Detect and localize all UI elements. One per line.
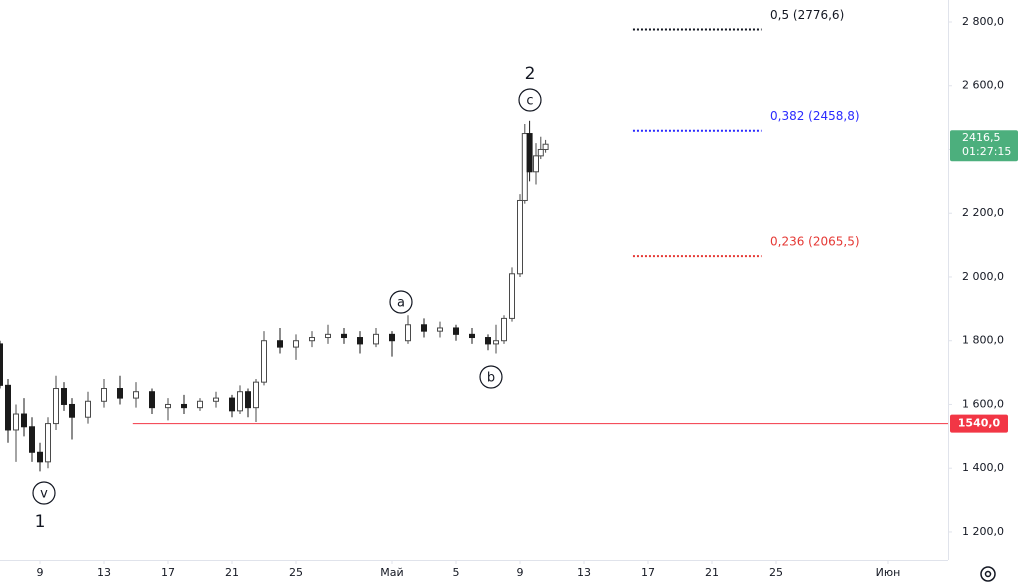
y-tick-label: 1 800,0	[962, 334, 1004, 347]
candle-body	[69, 403, 75, 418]
candle-body	[357, 337, 363, 345]
price-tag-label: 1540,0	[958, 417, 1001, 430]
last-price-tag	[950, 130, 1018, 162]
candle-body	[521, 133, 528, 201]
x-tick-label: 25	[289, 566, 303, 579]
x-tick-label: Июн	[876, 566, 901, 579]
candle-body	[277, 340, 283, 348]
candle-body	[13, 413, 19, 431]
candle-body	[37, 451, 43, 463]
candle-body	[533, 155, 539, 173]
candle-body	[181, 403, 187, 409]
candle-body	[293, 340, 299, 348]
candle-body	[501, 317, 507, 342]
wave-label: c	[526, 94, 533, 109]
candle-body	[45, 423, 51, 463]
candle-body	[197, 400, 203, 409]
candle-body	[405, 324, 411, 342]
candle-body	[469, 333, 475, 339]
candle-body	[245, 391, 251, 409]
x-tick-label: 13	[577, 566, 591, 579]
settings-icon-ring[interactable]	[980, 566, 996, 582]
candle-body	[53, 388, 59, 425]
candle-body	[341, 333, 347, 339]
wave-circle	[479, 365, 503, 389]
settings-icon-core[interactable]	[984, 570, 992, 578]
candle-body	[485, 337, 491, 345]
fib-label: 0,236 (2065,5)	[770, 235, 860, 249]
candle-body	[85, 400, 91, 418]
candle-body	[5, 384, 11, 431]
y-tick-label: 1 200,0	[962, 525, 1004, 538]
candle-body	[165, 403, 171, 409]
y-tick-label: 2 200,0	[962, 206, 1004, 219]
y-tick-label: 2 000,0	[962, 270, 1004, 283]
candle-body	[325, 333, 331, 339]
wave-label: b	[487, 371, 495, 386]
candle-body	[517, 199, 523, 275]
wave-label: 2	[525, 64, 536, 84]
candle-body	[0, 343, 3, 386]
candle-body	[453, 327, 459, 335]
candle-body	[149, 391, 155, 409]
candle-body	[229, 397, 235, 412]
x-tick-label: 13	[97, 566, 111, 579]
x-tick-label: 9	[517, 566, 524, 579]
fib-label: 0,382 (2458,8)	[770, 109, 860, 123]
settings-icon[interactable]	[980, 566, 996, 582]
price-tag	[950, 414, 1008, 433]
countdown-label: 01:27:15	[962, 145, 1011, 158]
x-tick-label: 25	[769, 566, 783, 579]
y-tick-label: 2 800,0	[962, 15, 1004, 28]
candle-body	[493, 340, 499, 345]
x-tick-label: 9	[37, 566, 44, 579]
candle-body	[389, 333, 395, 342]
candle-body	[509, 273, 515, 319]
candle-body	[421, 324, 427, 332]
wave-circle	[518, 88, 542, 112]
x-tick-label: 21	[225, 566, 239, 579]
fib-label: 0,5 (2776,6)	[770, 8, 844, 22]
candle-body	[213, 397, 219, 402]
wave-label: v	[40, 487, 48, 502]
candle-body	[542, 143, 549, 150]
candle-body	[237, 391, 243, 412]
candle-body	[537, 148, 544, 157]
candle-body	[526, 133, 533, 173]
candle-body	[29, 426, 35, 453]
candle-body	[61, 388, 67, 405]
candle-body	[309, 337, 315, 342]
wave-label: 1	[35, 512, 46, 532]
candle-body	[21, 413, 27, 428]
y-tick-label: 1 400,0	[962, 461, 1004, 474]
candle-body	[101, 388, 107, 402]
candle-body	[437, 327, 443, 332]
wave-label: a	[397, 296, 405, 311]
x-tick-label: 17	[641, 566, 655, 579]
x-tick-label: 17	[161, 566, 175, 579]
candle-body	[253, 381, 259, 409]
x-tick-label: Май	[380, 566, 403, 579]
candle-body	[373, 333, 379, 345]
candle-body	[133, 391, 139, 399]
x-tick-label: 21	[705, 566, 719, 579]
candle-body	[117, 388, 123, 399]
wave-circle	[32, 481, 56, 505]
y-tick-label: 1 600,0	[962, 397, 1004, 410]
candle-body	[261, 340, 267, 383]
x-tick-label: 5	[453, 566, 460, 579]
y-tick-label: 2 600,0	[962, 79, 1004, 92]
wave-circle	[389, 290, 413, 314]
last-price-label: 2416,5	[962, 131, 1001, 144]
